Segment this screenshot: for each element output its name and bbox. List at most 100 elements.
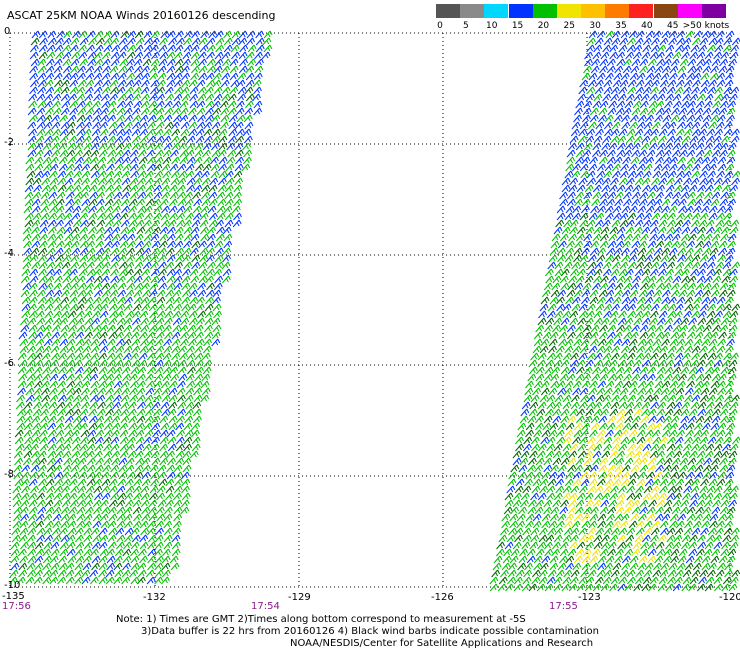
wind-barb <box>530 534 540 543</box>
wind-barb <box>655 100 665 109</box>
wind-barb <box>621 471 630 480</box>
wind-barb <box>714 37 724 46</box>
wind-barb <box>62 282 72 291</box>
wind-barb <box>130 331 140 340</box>
wind-barb <box>132 93 142 102</box>
wind-barb <box>161 163 171 172</box>
wind-barb <box>552 499 562 508</box>
wind-barb <box>669 422 679 431</box>
wind-barb <box>683 79 693 88</box>
lon-label-132: -132 <box>143 592 166 603</box>
wind-barb <box>229 65 239 74</box>
wind-barb <box>649 576 659 585</box>
wind-barb <box>641 51 651 60</box>
wind-barb <box>719 457 728 466</box>
wind-barb <box>702 107 712 116</box>
wind-barb <box>609 534 619 543</box>
wind-barb <box>107 114 117 123</box>
wind-barb <box>610 135 620 144</box>
wind-barb <box>581 380 591 389</box>
wind-barb <box>544 541 553 550</box>
wind-barb <box>663 555 672 564</box>
wind-barb <box>92 107 102 116</box>
wind-barb <box>134 51 144 60</box>
wind-barb <box>652 338 662 347</box>
wind-barb <box>628 429 638 438</box>
wind-barb <box>603 527 613 536</box>
wind-barb <box>69 86 79 95</box>
wind-barb <box>707 527 717 536</box>
wind-barb <box>504 499 514 508</box>
lat-label-4: -4 <box>4 248 14 259</box>
wind-barb <box>594 359 603 368</box>
wind-barb <box>103 422 113 431</box>
wind-barb <box>125 485 135 494</box>
wind-barb <box>43 513 53 522</box>
wind-barb <box>42 156 52 165</box>
wind-barb <box>85 485 95 494</box>
wind-barb <box>728 58 737 67</box>
wind-barb <box>132 121 141 130</box>
wind-barb <box>101 478 111 487</box>
wind-barb <box>537 492 547 501</box>
wind-barb <box>600 499 610 508</box>
wind-barb <box>576 233 585 242</box>
wind-barb <box>643 527 653 536</box>
wind-barb <box>612 387 621 396</box>
wind-barb <box>614 464 624 473</box>
wind-barb <box>68 324 77 333</box>
wind-barb <box>218 170 228 179</box>
wind-barb <box>103 415 113 424</box>
wind-barb <box>136 380 146 389</box>
wind-barb <box>650 44 660 53</box>
wind-barb <box>180 317 190 326</box>
wind-barb <box>126 436 136 445</box>
wind-barb <box>612 520 621 529</box>
wind-barb <box>183 44 193 53</box>
wind-barb <box>60 534 70 543</box>
wind-barb <box>111 457 121 466</box>
wind-barb <box>39 422 49 431</box>
wind-barb <box>512 457 522 466</box>
wind-barb <box>624 268 634 277</box>
wind-barb <box>28 478 38 487</box>
wind-barb <box>684 254 694 263</box>
wind-barb <box>181 471 190 480</box>
wind-barb <box>66 345 76 354</box>
wind-barb <box>647 107 657 116</box>
wind-barb <box>681 534 691 543</box>
wind-barb <box>589 555 599 564</box>
wind-barb <box>546 443 556 452</box>
wind-barb <box>83 142 93 151</box>
wind-barb <box>171 352 181 361</box>
wind-barb <box>522 576 532 585</box>
wind-barb <box>708 30 717 39</box>
wind-barb <box>191 261 201 270</box>
wind-barb <box>699 485 709 494</box>
wind-barb <box>642 44 652 53</box>
legend-label: 0 <box>437 21 443 31</box>
wind-barb <box>512 492 522 501</box>
wind-barb <box>182 464 192 473</box>
wind-barb <box>242 156 252 165</box>
wind-barb <box>117 93 127 102</box>
wind-barb <box>30 58 40 67</box>
wind-barb <box>144 191 154 200</box>
wind-barb <box>82 562 92 571</box>
wind-barb <box>700 478 709 487</box>
wind-barb <box>721 359 731 368</box>
wind-barb <box>655 107 665 116</box>
wind-barb <box>552 275 562 284</box>
wind-barb <box>606 331 616 340</box>
wind-barb <box>518 506 527 515</box>
wind-barb <box>86 219 96 228</box>
wind-barb <box>621 205 631 214</box>
wind-barb <box>174 44 184 53</box>
wind-barb <box>670 107 680 116</box>
wind-barb <box>59 548 69 557</box>
wind-barb <box>544 366 554 375</box>
wind-barb <box>25 366 35 375</box>
wind-barb <box>632 275 641 284</box>
wind-barb <box>49 205 58 214</box>
wind-barb <box>173 114 182 123</box>
